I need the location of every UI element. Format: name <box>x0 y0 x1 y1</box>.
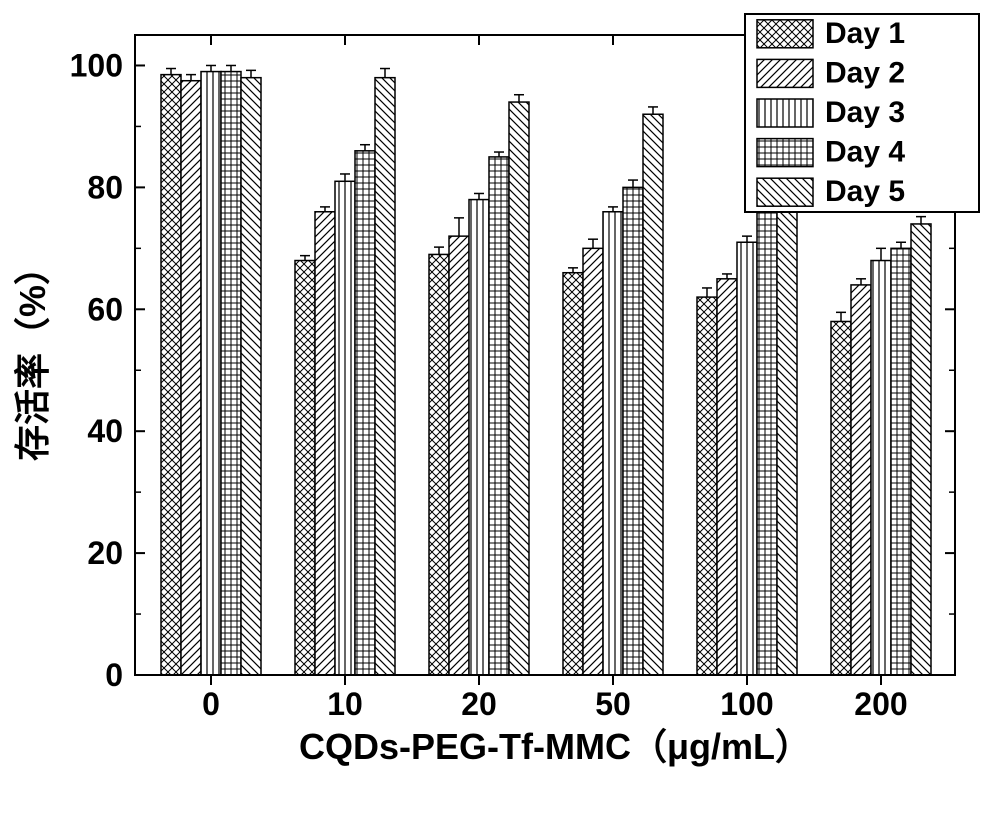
bar <box>757 193 777 675</box>
legend-swatch <box>757 178 813 206</box>
bar-chart-svg: 0 20 40 60 80 100 0 10 20 50 100 200 存活率（%） CQDs-PEG-… <box>0 0 1000 819</box>
y-tick-label: 80 <box>87 169 123 205</box>
bar <box>375 78 395 675</box>
bar <box>891 248 911 675</box>
bar <box>355 151 375 675</box>
x-tick-label: 20 <box>461 686 497 722</box>
x-tick-label: 100 <box>720 686 773 722</box>
bar <box>623 187 643 675</box>
bar <box>871 261 891 675</box>
y-tick-label: 0 <box>105 657 123 693</box>
legend-label: Day 4 <box>825 136 905 169</box>
y-axis-label: 存活率（%） <box>12 249 53 461</box>
bar <box>603 212 623 675</box>
bar <box>181 81 201 675</box>
legend-label: Day 1 <box>825 17 905 50</box>
bar <box>469 200 489 675</box>
legend-swatch <box>757 139 813 167</box>
x-tick-label: 0 <box>202 686 220 722</box>
bar <box>911 224 931 675</box>
bar <box>429 254 449 675</box>
y-tick-label: 60 <box>87 291 123 327</box>
bar <box>851 285 871 675</box>
bar <box>201 72 221 675</box>
legend-swatch <box>757 99 813 127</box>
y-tick-label: 100 <box>70 47 123 83</box>
bar <box>489 157 509 675</box>
legend-label: Day 3 <box>825 96 905 129</box>
bar <box>777 169 797 675</box>
x-axis-label: CQDs-PEG-Tf-MMC（μg/mL） <box>299 726 811 767</box>
bar <box>717 279 737 675</box>
legend-label: Day 5 <box>825 175 905 208</box>
bar <box>643 114 663 675</box>
bar <box>161 75 181 675</box>
bar <box>241 78 261 675</box>
x-tick-label: 200 <box>854 686 907 722</box>
legend-label: Day 2 <box>825 56 905 89</box>
legend-swatch <box>757 59 813 87</box>
chart-container: 0 20 40 60 80 100 0 10 20 50 100 200 存活率（%） CQDs-PEG-… <box>0 0 1000 819</box>
bar <box>583 248 603 675</box>
bar <box>831 321 851 675</box>
bar <box>295 261 315 675</box>
x-tick-label: 10 <box>327 686 363 722</box>
x-tick-label: 50 <box>595 686 631 722</box>
bar <box>563 273 583 675</box>
bar <box>697 297 717 675</box>
bar <box>315 212 335 675</box>
bar <box>509 102 529 675</box>
bar <box>737 242 757 675</box>
y-tick-label: 20 <box>87 535 123 571</box>
bar <box>221 72 241 675</box>
bar <box>335 181 355 675</box>
bar <box>449 236 469 675</box>
y-tick-label: 40 <box>87 413 123 449</box>
legend-swatch <box>757 20 813 48</box>
